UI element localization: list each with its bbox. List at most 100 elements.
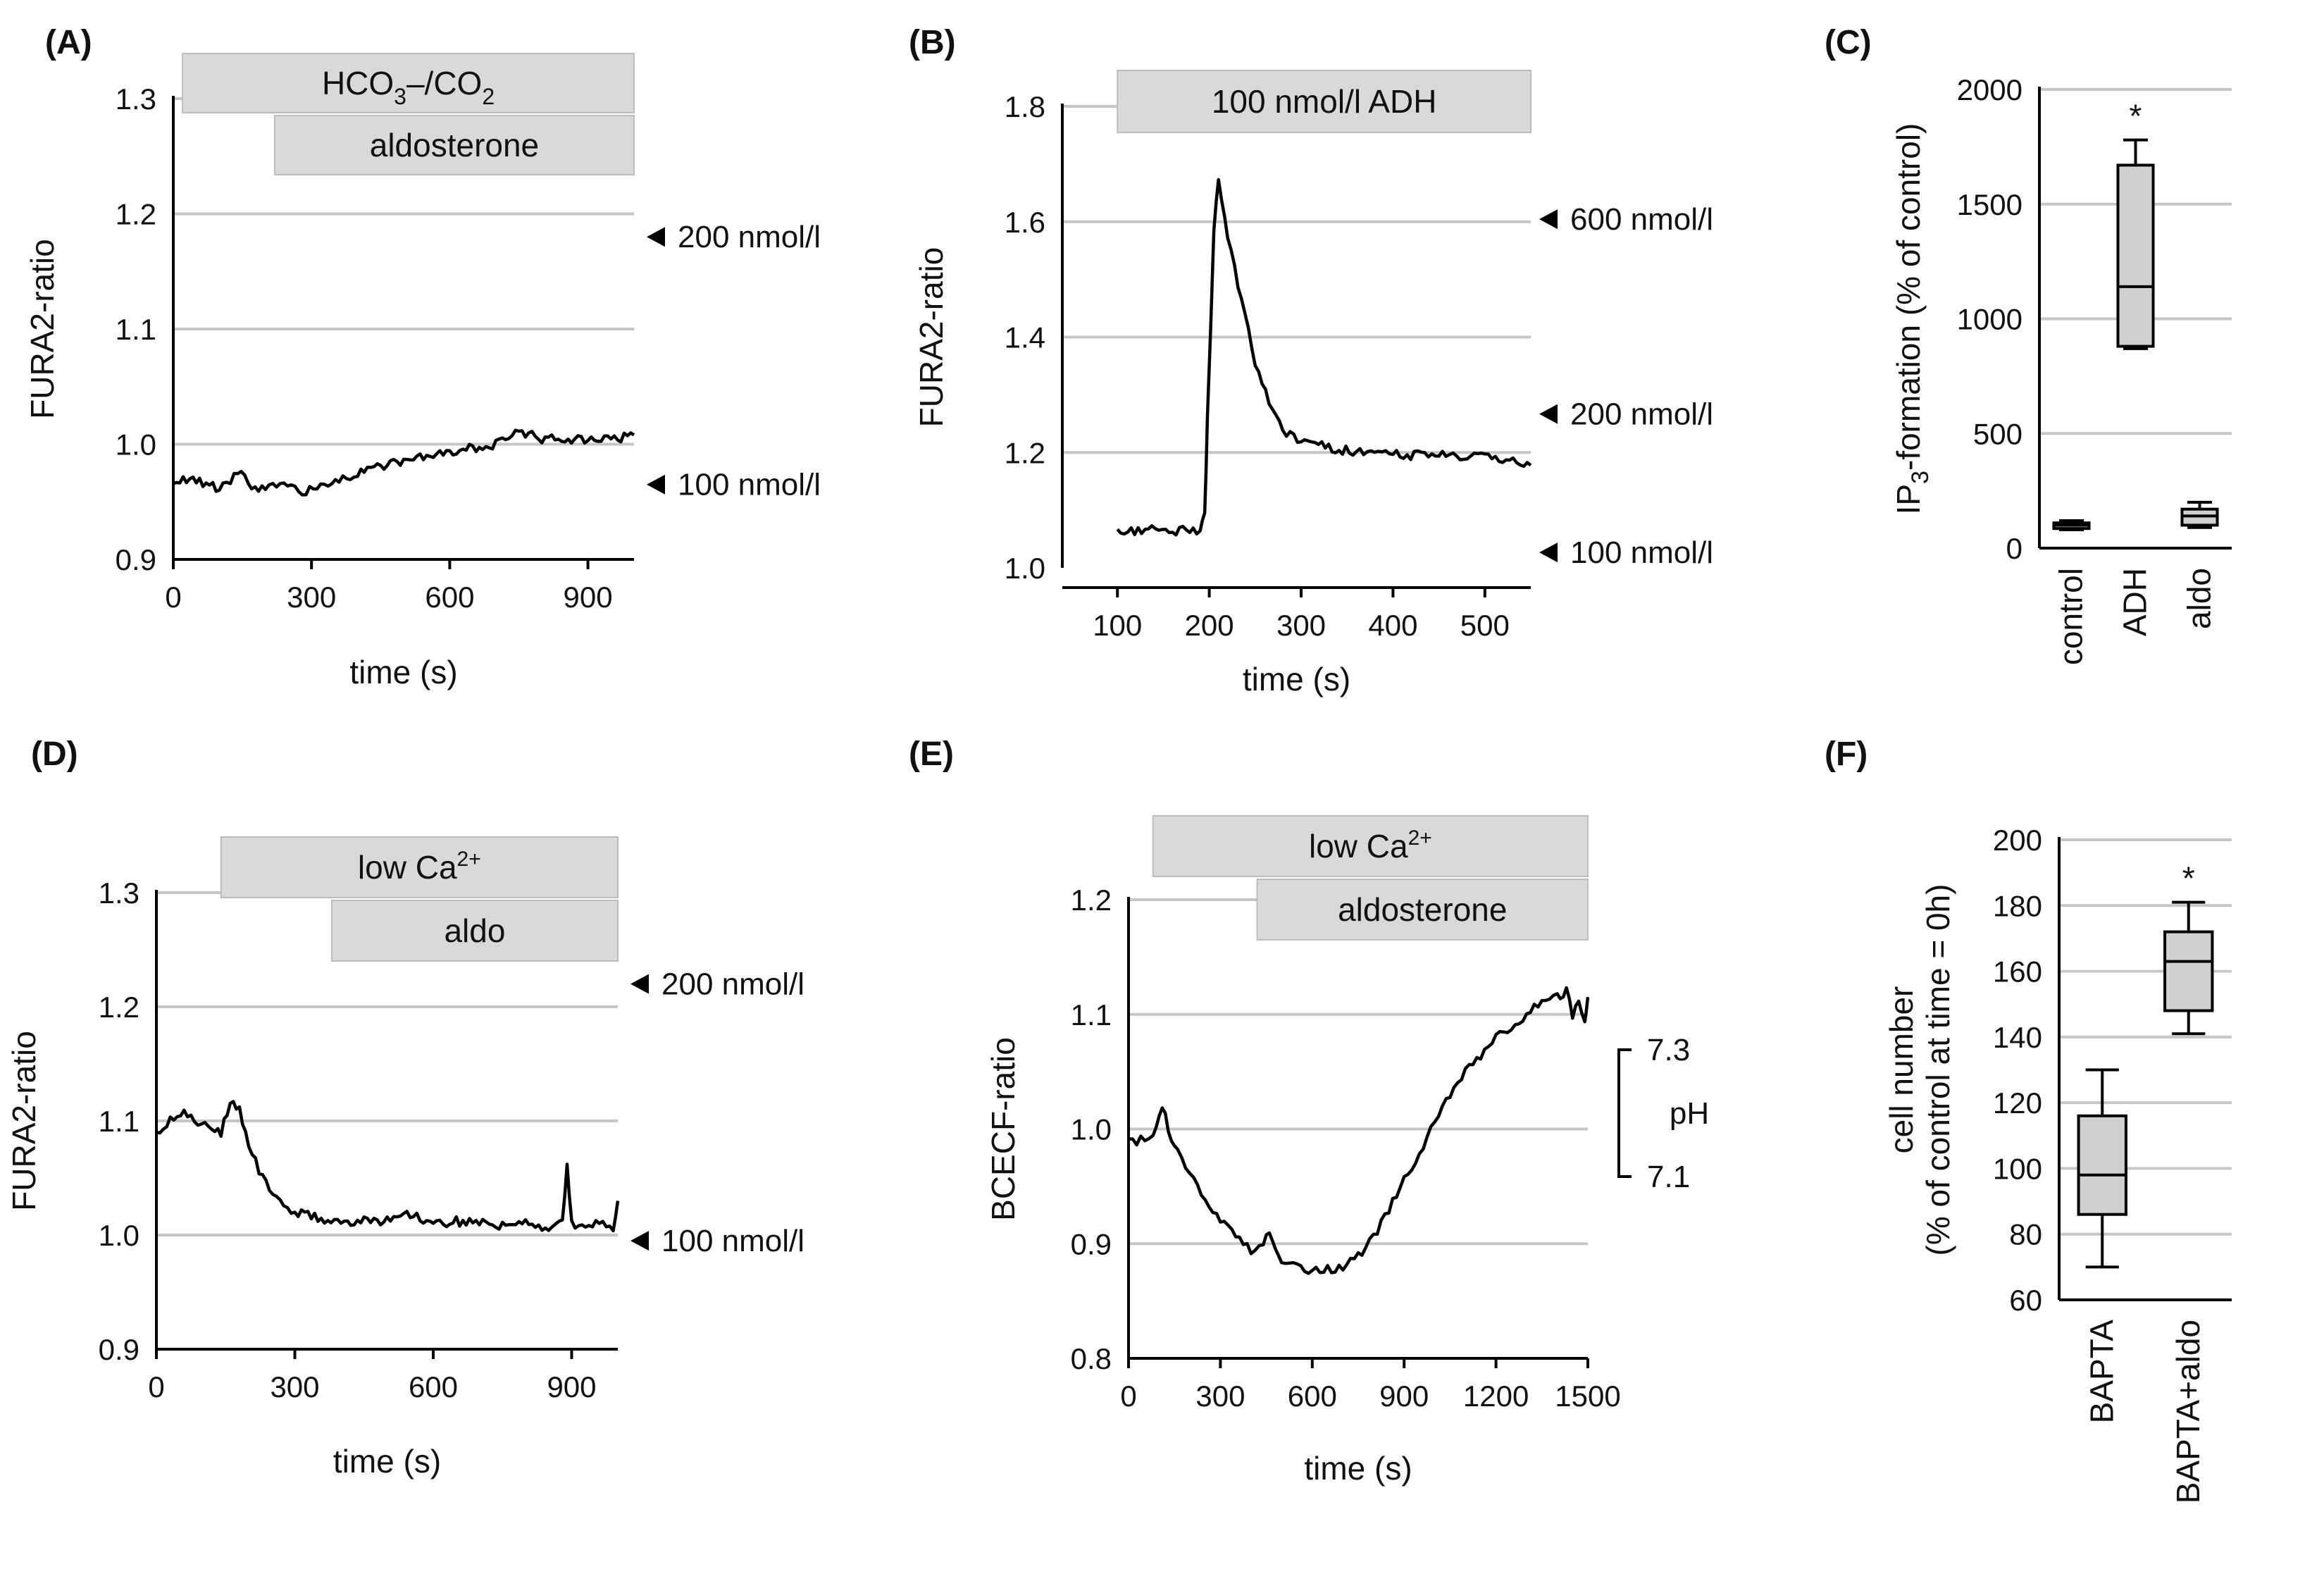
x-tick-label: 1200 [1463,1379,1529,1413]
y-tick-label: 0.8 [1071,1342,1112,1375]
calibration-label: 100 nmol/l [678,468,821,502]
x-axis-label: time (s) [1243,661,1350,697]
condition-superscript: 2+ [1408,826,1432,850]
y-tick-label: 1000 [1957,303,2022,336]
significance-mark: * [2182,860,2195,897]
category-label: aldo [2181,568,2218,629]
calibration-label: 100 nmol/l [1570,535,1713,570]
calibration-arrow-icon [647,474,665,495]
calibration-arrow-icon [1539,209,1558,230]
condition-label: aldo [444,912,505,949]
box [2116,163,2155,348]
y-tick-label: 2000 [1957,73,2022,106]
y-tick-label: 0 [2006,532,2022,565]
condition-subscript: 2 [482,84,495,109]
y-tick-label: 60 [2009,1284,2042,1317]
data-trace [156,1100,620,1233]
category-label: BAPTA+aldo [2170,1320,2206,1503]
condition-text-part: aldo [444,912,505,949]
condition-bar [182,53,635,113]
y-tick-label: 1.2 [116,198,156,231]
x-tick-label: 300 [1276,609,1326,642]
y-axis-label: FURA2-ratio [913,247,950,428]
calibration-arrow-icon [1539,542,1558,563]
condition-text-part: aldosterone [370,127,539,163]
y-tick-label: 0.9 [99,1333,139,1366]
calibration-arrow-icon [630,974,649,994]
x-tick-label: 300 [287,581,336,614]
x-tick-label: 100 [1093,609,1142,642]
y-tick-label: 1.4 [1005,321,1045,354]
condition-text-part: HCO [322,65,394,101]
calibration-label: 200 nmol/l [661,967,804,1002]
calibration-arrow-icon [1539,404,1558,424]
condition-text-part: low Ca [358,849,457,886]
panel-label: (C) [1825,24,1872,61]
x-tick-label: 0 [1120,1379,1136,1413]
y-tick-label: 1.6 [1005,206,1045,239]
category-label: BAPTA [2083,1320,2120,1424]
data-trace [1116,178,1532,537]
x-tick-label: 400 [1368,609,1417,642]
y-tick-label: 1.3 [116,82,156,116]
y-tick-label: 1.2 [99,991,139,1024]
y-tick-label: 80 [2009,1218,2042,1251]
x-axis-label: time (s) [1304,1450,1412,1487]
x-tick-label: 300 [270,1370,319,1403]
ph-top-label: 7.3 [1647,1033,1690,1067]
y-tick-label: 1.2 [1071,883,1112,917]
condition-label: HCO3–/CO2 [322,65,495,109]
calibration-arrow-icon [630,1231,649,1251]
y-tick-label: 120 [1993,1086,2042,1120]
condition-label: aldosterone [370,127,539,163]
condition-text-part: –/CO [406,65,482,101]
y-tick-label: 160 [1993,955,2042,988]
box [2077,1114,2127,1216]
calibration-label: 600 nmol/l [1570,202,1713,237]
condition-bar [1152,815,1589,877]
x-tick-label: 300 [1195,1379,1245,1413]
calibration-label: 200 nmol/l [1570,397,1713,432]
condition-text-part: low Ca [1309,828,1408,864]
y-axis-label-2: (% of control at time = 0h) [1920,884,1956,1256]
ph-bottom-label: 7.1 [1647,1160,1690,1194]
y-tick-label: 200 [1993,824,2042,857]
y-axis-label: FURA2-ratio [6,1031,42,1211]
y-tick-label: 500 [1973,417,2022,450]
x-tick-label: 900 [1379,1379,1429,1413]
y-tick-label: 1.0 [1005,552,1045,585]
calibration-label: 100 nmol/l [661,1224,804,1258]
panel-label: (D) [31,736,78,773]
category-label: ADH [2117,568,2154,636]
significance-mark: * [2130,98,2142,135]
y-tick-label: 1.2 [1005,436,1045,469]
condition-subscript: 3 [394,84,406,109]
panel-f: (F) 60 80 100 120 140 160 180 200 cell number (% o… [1825,736,2232,1503]
y-tick-label: 1.1 [1071,998,1112,1031]
y-tick-label: 140 [1993,1021,2042,1054]
data-trace [173,428,635,497]
y-tick-label: 1.0 [116,428,156,461]
panel-e: (E) 0.8 0.9 1.0 1.1 1.2 BCECF-ratio 0 300 600 900 1… [909,736,1709,1487]
calibration-label: 200 nmol/l [678,220,821,254]
condition-text-part: aldosterone [1338,891,1507,928]
x-tick-label: 900 [564,581,613,614]
condition-bar [273,115,635,175]
y-tick-label: 1.1 [99,1105,139,1138]
y-axis-label-part: -formation (% of control) [1890,123,1927,471]
x-tick-label: 500 [1460,609,1510,642]
y-tick-label: 1.0 [99,1219,139,1252]
y-tick-label: 1.1 [116,313,156,346]
y-tick-label: 1500 [1957,188,2022,221]
condition-bar [1117,70,1532,133]
y-tick-label: 0.9 [1071,1227,1112,1260]
x-axis-label: time (s) [333,1443,441,1480]
x-tick-label: 1500 [1555,1379,1620,1413]
y-tick-label: 1.0 [1071,1113,1112,1146]
x-tick-label: 0 [148,1370,164,1403]
condition-label: 100 nmol/l ADH [1212,83,1437,120]
x-tick-label: 600 [425,581,474,614]
y-axis-label-part: IP [1890,484,1927,514]
condition-bar [1256,879,1589,941]
